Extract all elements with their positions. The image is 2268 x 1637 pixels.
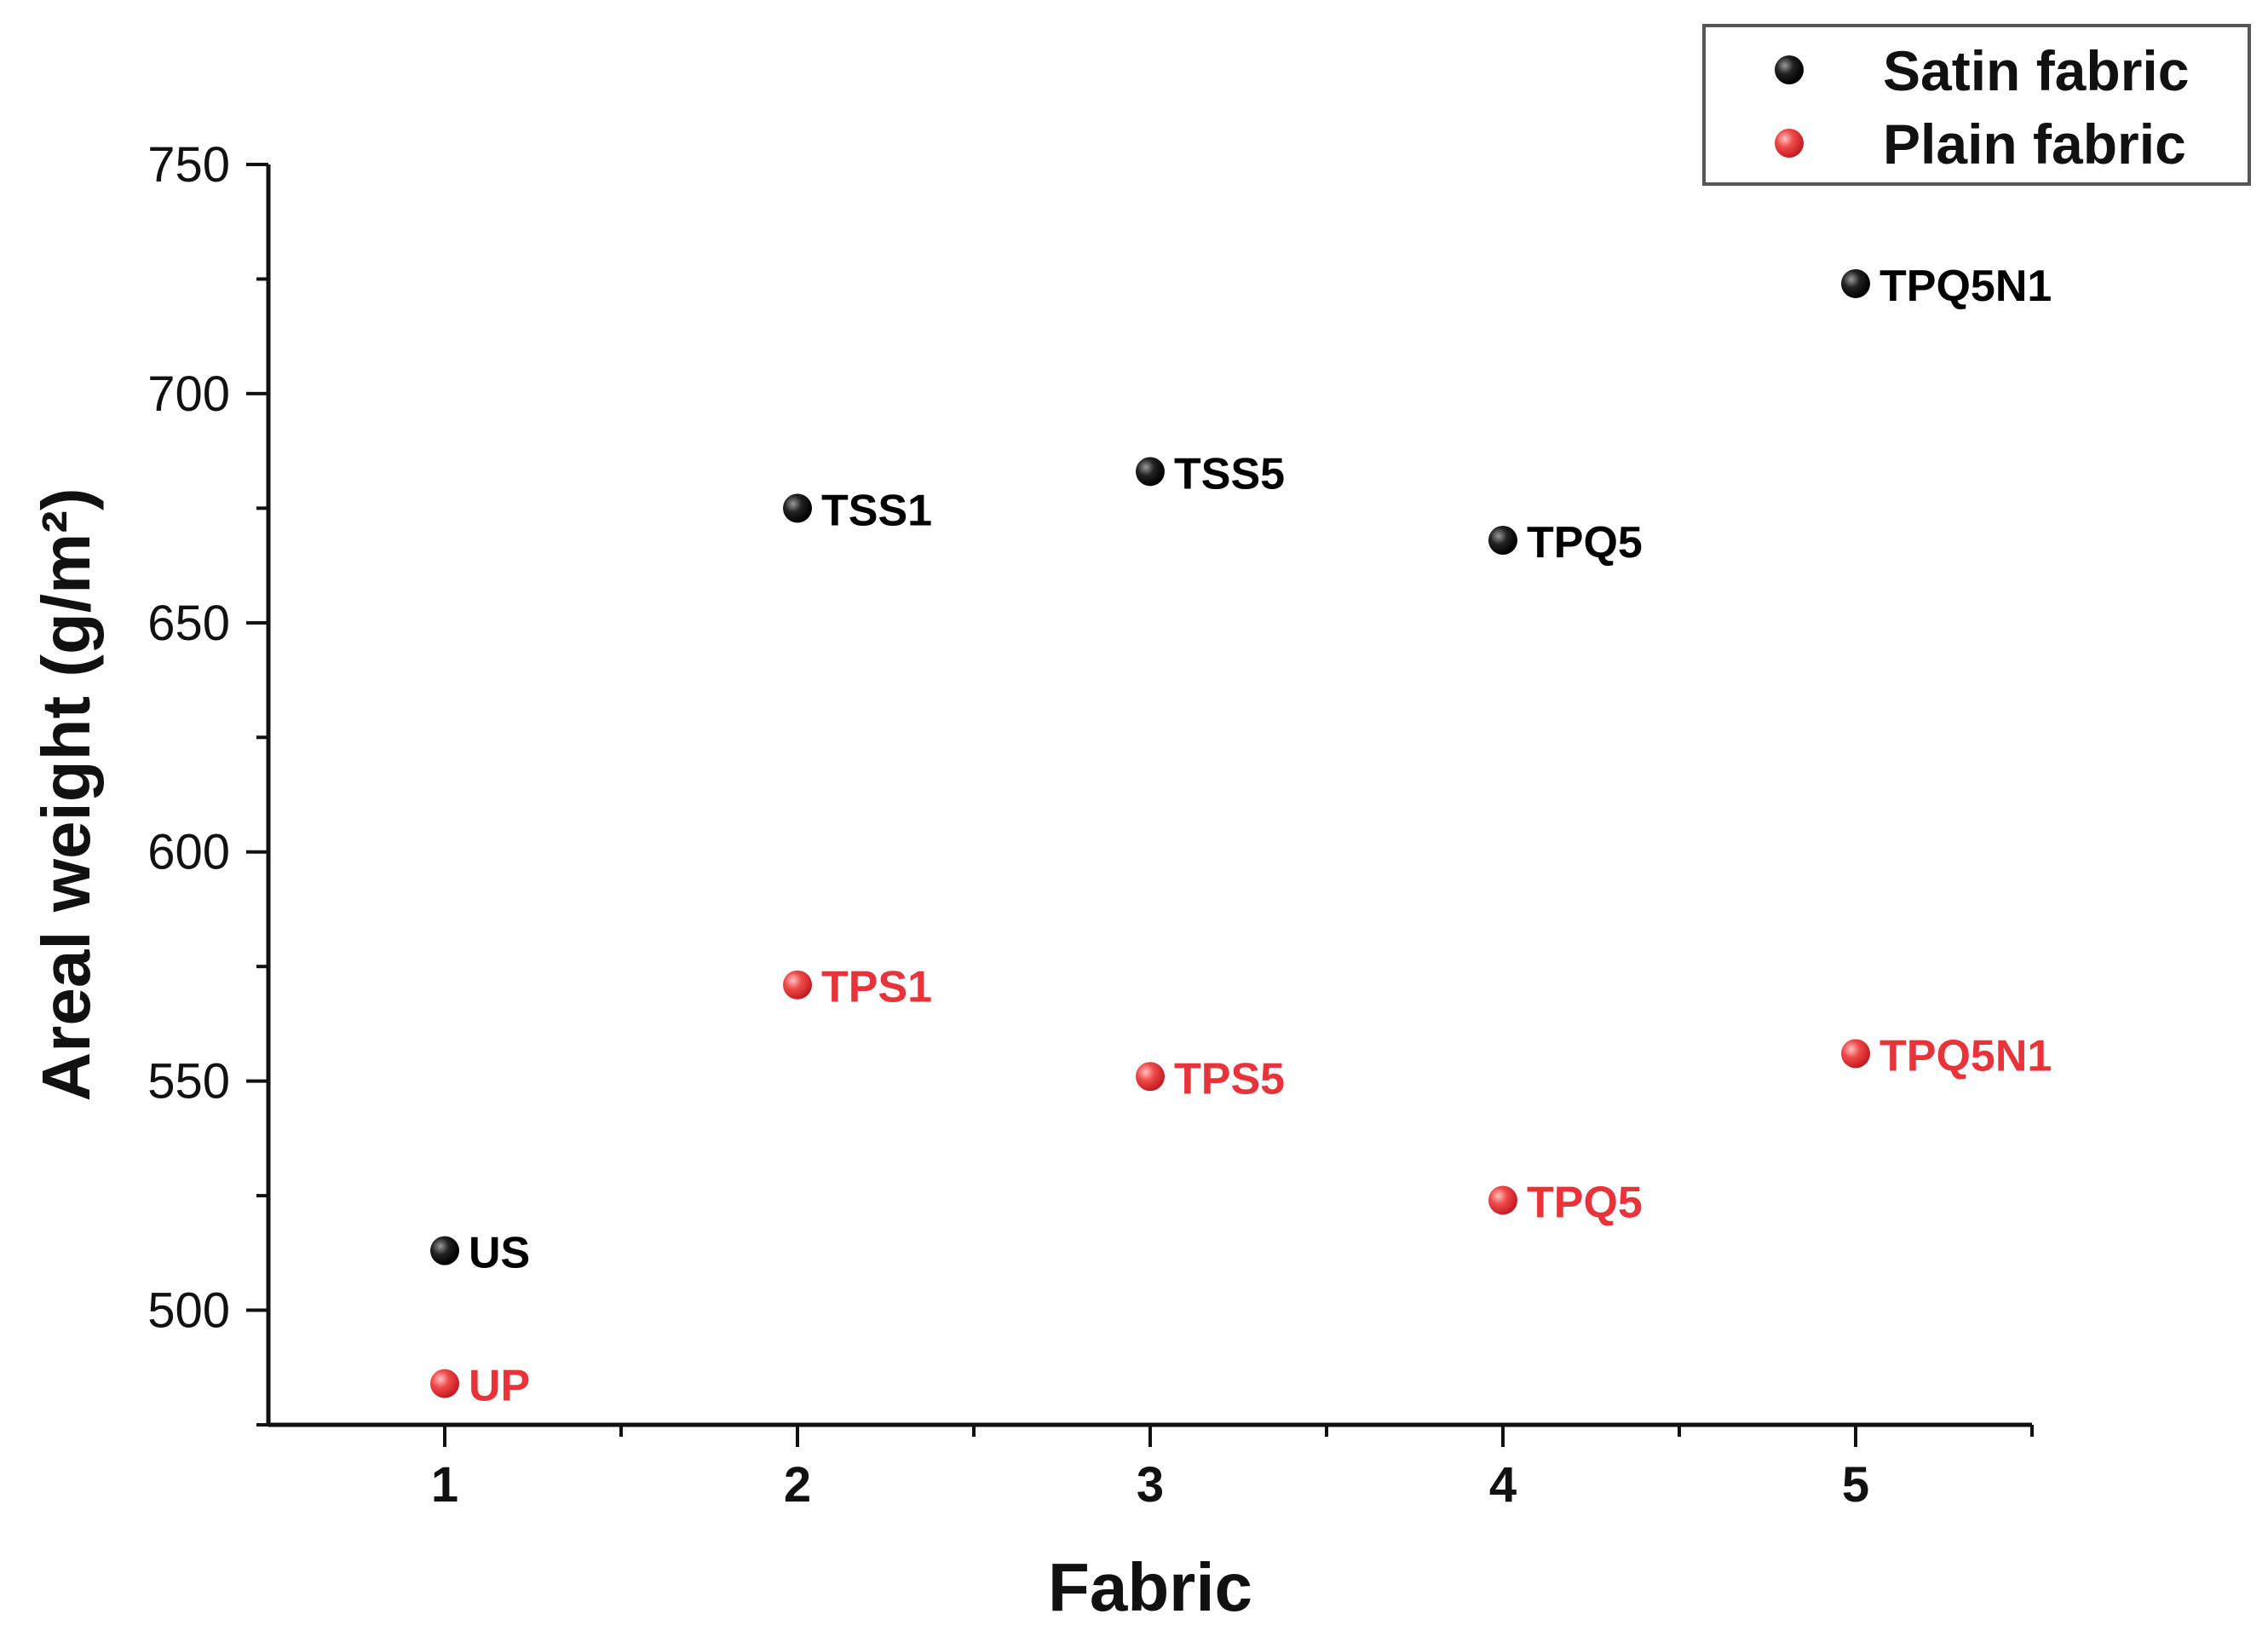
legend-label-plain: Plain fabric	[1883, 112, 2186, 176]
y-tick-label: 600	[147, 825, 230, 880]
data-point	[783, 493, 812, 523]
data-points	[430, 268, 1870, 1398]
data-point	[1136, 1062, 1165, 1092]
data-point	[1841, 1039, 1870, 1069]
data-point	[1488, 526, 1517, 556]
data-label: TPQ5	[1527, 1178, 1643, 1227]
data-label: TPS5	[1174, 1054, 1285, 1104]
legend: Satin fabric Plain fabric	[1702, 24, 2251, 186]
point-labels: US TSS1 TSS5 TPQ5 TPQ5N1 UP TPS1 TPS5 TPQ5 TPQ5N1	[469, 262, 2052, 1411]
legend-box	[1702, 24, 2251, 186]
tick-labels: 500 550 600 650 700 750 1 2 3 4 5	[147, 137, 1869, 1513]
data-point	[430, 1236, 459, 1265]
axis-ticks	[246, 163, 2034, 1447]
data-label: TSS1	[821, 486, 932, 535]
y-axis-title: Areal weight (g/m²)	[28, 487, 104, 1101]
legend-label-satin: Satin fabric	[1883, 39, 2189, 102]
x-tick-label: 1	[431, 1457, 458, 1513]
data-label: TPQ5	[1527, 518, 1643, 568]
x-tick-label: 4	[1489, 1457, 1517, 1513]
y-tick-label: 550	[147, 1054, 230, 1110]
x-tick-label: 3	[1137, 1457, 1164, 1513]
axes	[266, 164, 2032, 1427]
data-label: TPQ5N1	[1879, 1031, 2052, 1081]
data-label: TPQ5N1	[1879, 262, 2052, 311]
x-tick-label: 5	[1842, 1457, 1869, 1513]
data-label: US	[469, 1229, 530, 1278]
data-point	[783, 970, 812, 1000]
data-point	[430, 1369, 459, 1398]
data-label: TPS1	[821, 963, 932, 1012]
x-axis-title: Fabric	[1048, 1549, 1252, 1625]
y-tick-label: 700	[147, 366, 230, 422]
data-label: TSS5	[1174, 449, 1285, 499]
data-point	[1841, 268, 1870, 298]
data-point	[1488, 1185, 1517, 1215]
y-tick-label: 500	[147, 1283, 230, 1339]
legend-marker-satin	[1775, 55, 1804, 84]
y-tick-label: 650	[147, 596, 230, 651]
x-tick-label: 2	[784, 1457, 811, 1513]
y-tick-label: 750	[147, 137, 230, 193]
legend-marker-plain	[1775, 129, 1804, 158]
data-label: UP	[469, 1362, 530, 1411]
data-point	[1136, 457, 1165, 487]
